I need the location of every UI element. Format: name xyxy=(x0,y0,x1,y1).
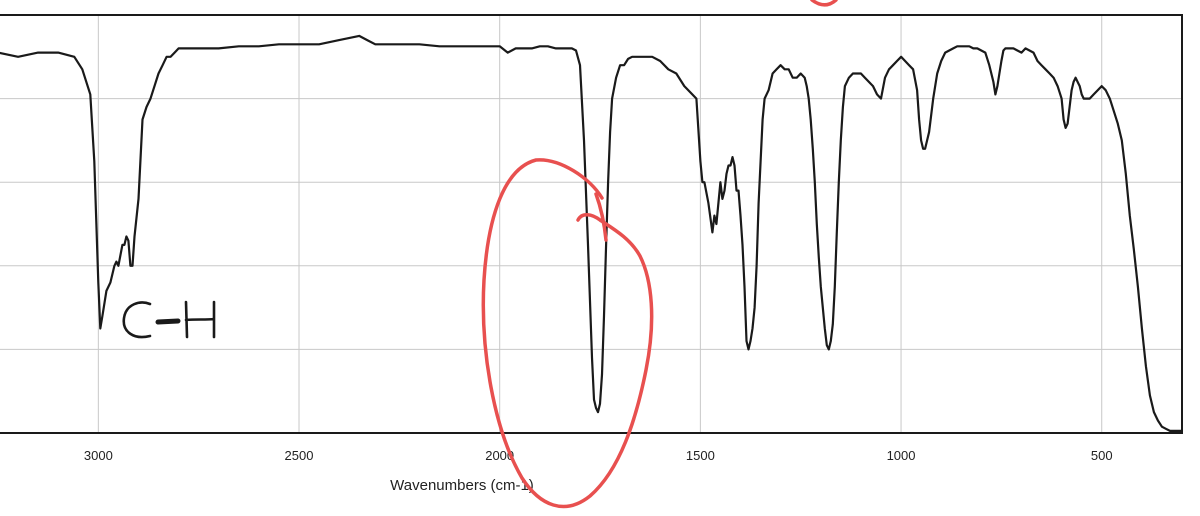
spectrum-line xyxy=(0,34,1184,432)
red-circle-tail xyxy=(594,192,608,242)
x-tick-label-3000: 3000 xyxy=(84,448,113,463)
x-tick-label-2500: 2500 xyxy=(285,448,314,463)
annotation-red-circle xyxy=(481,0,838,509)
annotation-c-h-letter-h xyxy=(184,300,216,339)
annotation-c-h-dash xyxy=(155,318,181,325)
x-axis-label: Wavenumbers (cm-1) xyxy=(390,477,534,494)
x-tick-label-2000: 2000 xyxy=(485,448,514,463)
plot-frame xyxy=(0,14,1183,434)
annotation-c-h-letter-c xyxy=(122,301,152,339)
red-circle-stroke xyxy=(481,158,654,509)
vertical-gridlines xyxy=(97,15,1103,433)
x-axis-ticks: 3000 2500 2000 1500 1000 500 xyxy=(84,448,1113,463)
x-tick-label-1500: 1500 xyxy=(686,448,715,463)
x-tick-label-500: 500 xyxy=(1091,448,1113,463)
red-top-mark xyxy=(810,0,838,7)
annotation-c-h xyxy=(122,300,216,339)
x-tick-label-1000: 1000 xyxy=(887,448,916,463)
